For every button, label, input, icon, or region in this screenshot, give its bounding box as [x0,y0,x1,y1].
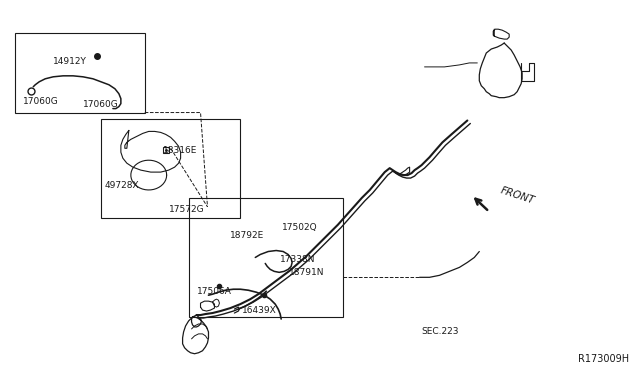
Text: 14912Y: 14912Y [53,57,87,66]
Bar [15,33,145,113]
Text: R173009H: R173009H [577,354,628,364]
Text: 17572G: 17572G [169,205,204,214]
Text: 49728X: 49728X [105,181,140,190]
Text: 17060G: 17060G [23,97,59,106]
Text: 16439X: 16439X [243,306,277,315]
Text: 17060G: 17060G [83,100,119,109]
Text: 18792E: 18792E [230,231,265,240]
Text: 18316E: 18316E [163,146,197,155]
Text: 18791N: 18791N [289,268,324,277]
Bar [101,119,241,218]
Bar [189,198,343,317]
Text: 17502Q: 17502Q [282,223,318,232]
Text: FRONT: FRONT [499,185,536,206]
Text: 17338N: 17338N [280,256,316,264]
Text: 17506A: 17506A [196,287,232,296]
Text: SEC.223: SEC.223 [422,327,459,336]
